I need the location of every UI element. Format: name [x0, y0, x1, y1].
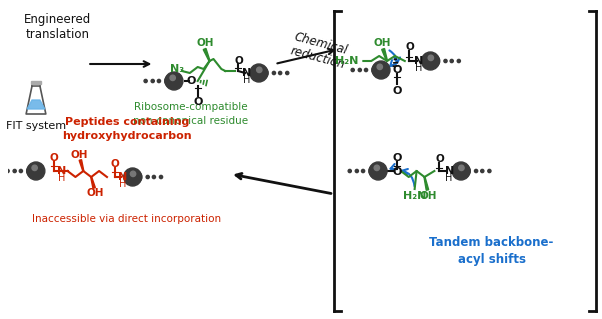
Text: Tandem backbone-
acyl shifts: Tandem backbone- acyl shifts	[429, 236, 554, 266]
Circle shape	[364, 68, 368, 72]
Circle shape	[351, 68, 355, 72]
Circle shape	[165, 72, 183, 90]
Text: Engineered
translation: Engineered translation	[24, 13, 92, 41]
Text: O: O	[392, 153, 402, 163]
Circle shape	[450, 59, 453, 63]
Circle shape	[27, 162, 45, 180]
Polygon shape	[382, 48, 388, 61]
Circle shape	[458, 165, 470, 177]
Text: OH: OH	[70, 150, 88, 160]
Circle shape	[361, 169, 365, 173]
Circle shape	[458, 59, 461, 63]
Text: FIT system: FIT system	[6, 121, 66, 131]
Circle shape	[144, 79, 147, 83]
Text: O: O	[436, 154, 445, 164]
Circle shape	[151, 79, 154, 83]
Text: O: O	[49, 153, 58, 163]
Circle shape	[377, 64, 382, 70]
Circle shape	[369, 162, 387, 180]
Circle shape	[474, 169, 477, 173]
Circle shape	[165, 75, 177, 87]
Text: N₃: N₃	[170, 64, 184, 74]
Polygon shape	[79, 160, 84, 171]
Text: Chemical
reduction: Chemical reduction	[288, 30, 350, 72]
Circle shape	[19, 169, 22, 173]
Circle shape	[250, 64, 268, 82]
Text: OH: OH	[197, 38, 214, 48]
Text: Peptides containing
hydroxyhydrocarbon: Peptides containing hydroxyhydrocarbon	[62, 117, 191, 141]
Circle shape	[279, 71, 282, 75]
Circle shape	[421, 52, 439, 70]
Text: Inaccessible via direct incorporation: Inaccessible via direct incorporation	[32, 214, 222, 224]
Text: H₂N: H₂N	[335, 56, 358, 66]
Circle shape	[131, 171, 135, 176]
Text: N: N	[414, 56, 423, 66]
Text: O: O	[405, 42, 414, 52]
Text: N: N	[444, 166, 454, 176]
Polygon shape	[203, 48, 210, 61]
Text: Ribosome-compatible
non-canonical residue: Ribosome-compatible non-canonical residu…	[133, 102, 249, 126]
Circle shape	[428, 55, 433, 61]
Text: H: H	[243, 75, 250, 85]
Circle shape	[170, 75, 175, 81]
Circle shape	[26, 165, 39, 177]
Circle shape	[372, 61, 390, 79]
Polygon shape	[91, 177, 95, 188]
Text: H: H	[58, 173, 65, 183]
Circle shape	[285, 71, 289, 75]
Circle shape	[129, 171, 142, 183]
Circle shape	[369, 165, 381, 177]
Circle shape	[459, 165, 464, 171]
Text: H: H	[415, 63, 422, 73]
Circle shape	[124, 168, 141, 186]
Circle shape	[374, 165, 379, 171]
Circle shape	[452, 162, 470, 180]
Circle shape	[355, 169, 358, 173]
Text: OH: OH	[87, 188, 104, 198]
Circle shape	[152, 175, 155, 179]
Text: N: N	[57, 166, 66, 176]
Text: O: O	[392, 65, 402, 75]
Polygon shape	[26, 86, 46, 114]
Text: N: N	[243, 68, 252, 78]
Circle shape	[358, 68, 361, 72]
Circle shape	[13, 169, 16, 173]
Text: H: H	[445, 173, 453, 183]
Circle shape	[160, 175, 163, 179]
Circle shape	[372, 64, 384, 76]
Circle shape	[256, 67, 262, 72]
Text: H₂N: H₂N	[403, 191, 426, 201]
Circle shape	[32, 165, 37, 171]
Text: O: O	[392, 167, 402, 177]
Text: N: N	[118, 172, 128, 182]
Text: H: H	[119, 179, 126, 189]
Text: OH: OH	[373, 38, 391, 48]
Text: O: O	[111, 159, 119, 169]
Polygon shape	[31, 81, 41, 84]
Polygon shape	[27, 100, 45, 109]
Circle shape	[6, 169, 9, 173]
Circle shape	[444, 59, 447, 63]
Polygon shape	[424, 177, 429, 190]
Text: OH: OH	[420, 191, 437, 201]
Circle shape	[348, 169, 352, 173]
Text: O: O	[235, 56, 243, 66]
Text: O: O	[186, 76, 196, 86]
Circle shape	[488, 169, 491, 173]
Circle shape	[480, 169, 484, 173]
Circle shape	[256, 67, 268, 79]
Circle shape	[272, 71, 276, 75]
Text: O: O	[193, 97, 202, 107]
Circle shape	[146, 175, 149, 179]
Circle shape	[157, 79, 161, 83]
Circle shape	[427, 55, 439, 67]
Text: O: O	[392, 86, 402, 96]
